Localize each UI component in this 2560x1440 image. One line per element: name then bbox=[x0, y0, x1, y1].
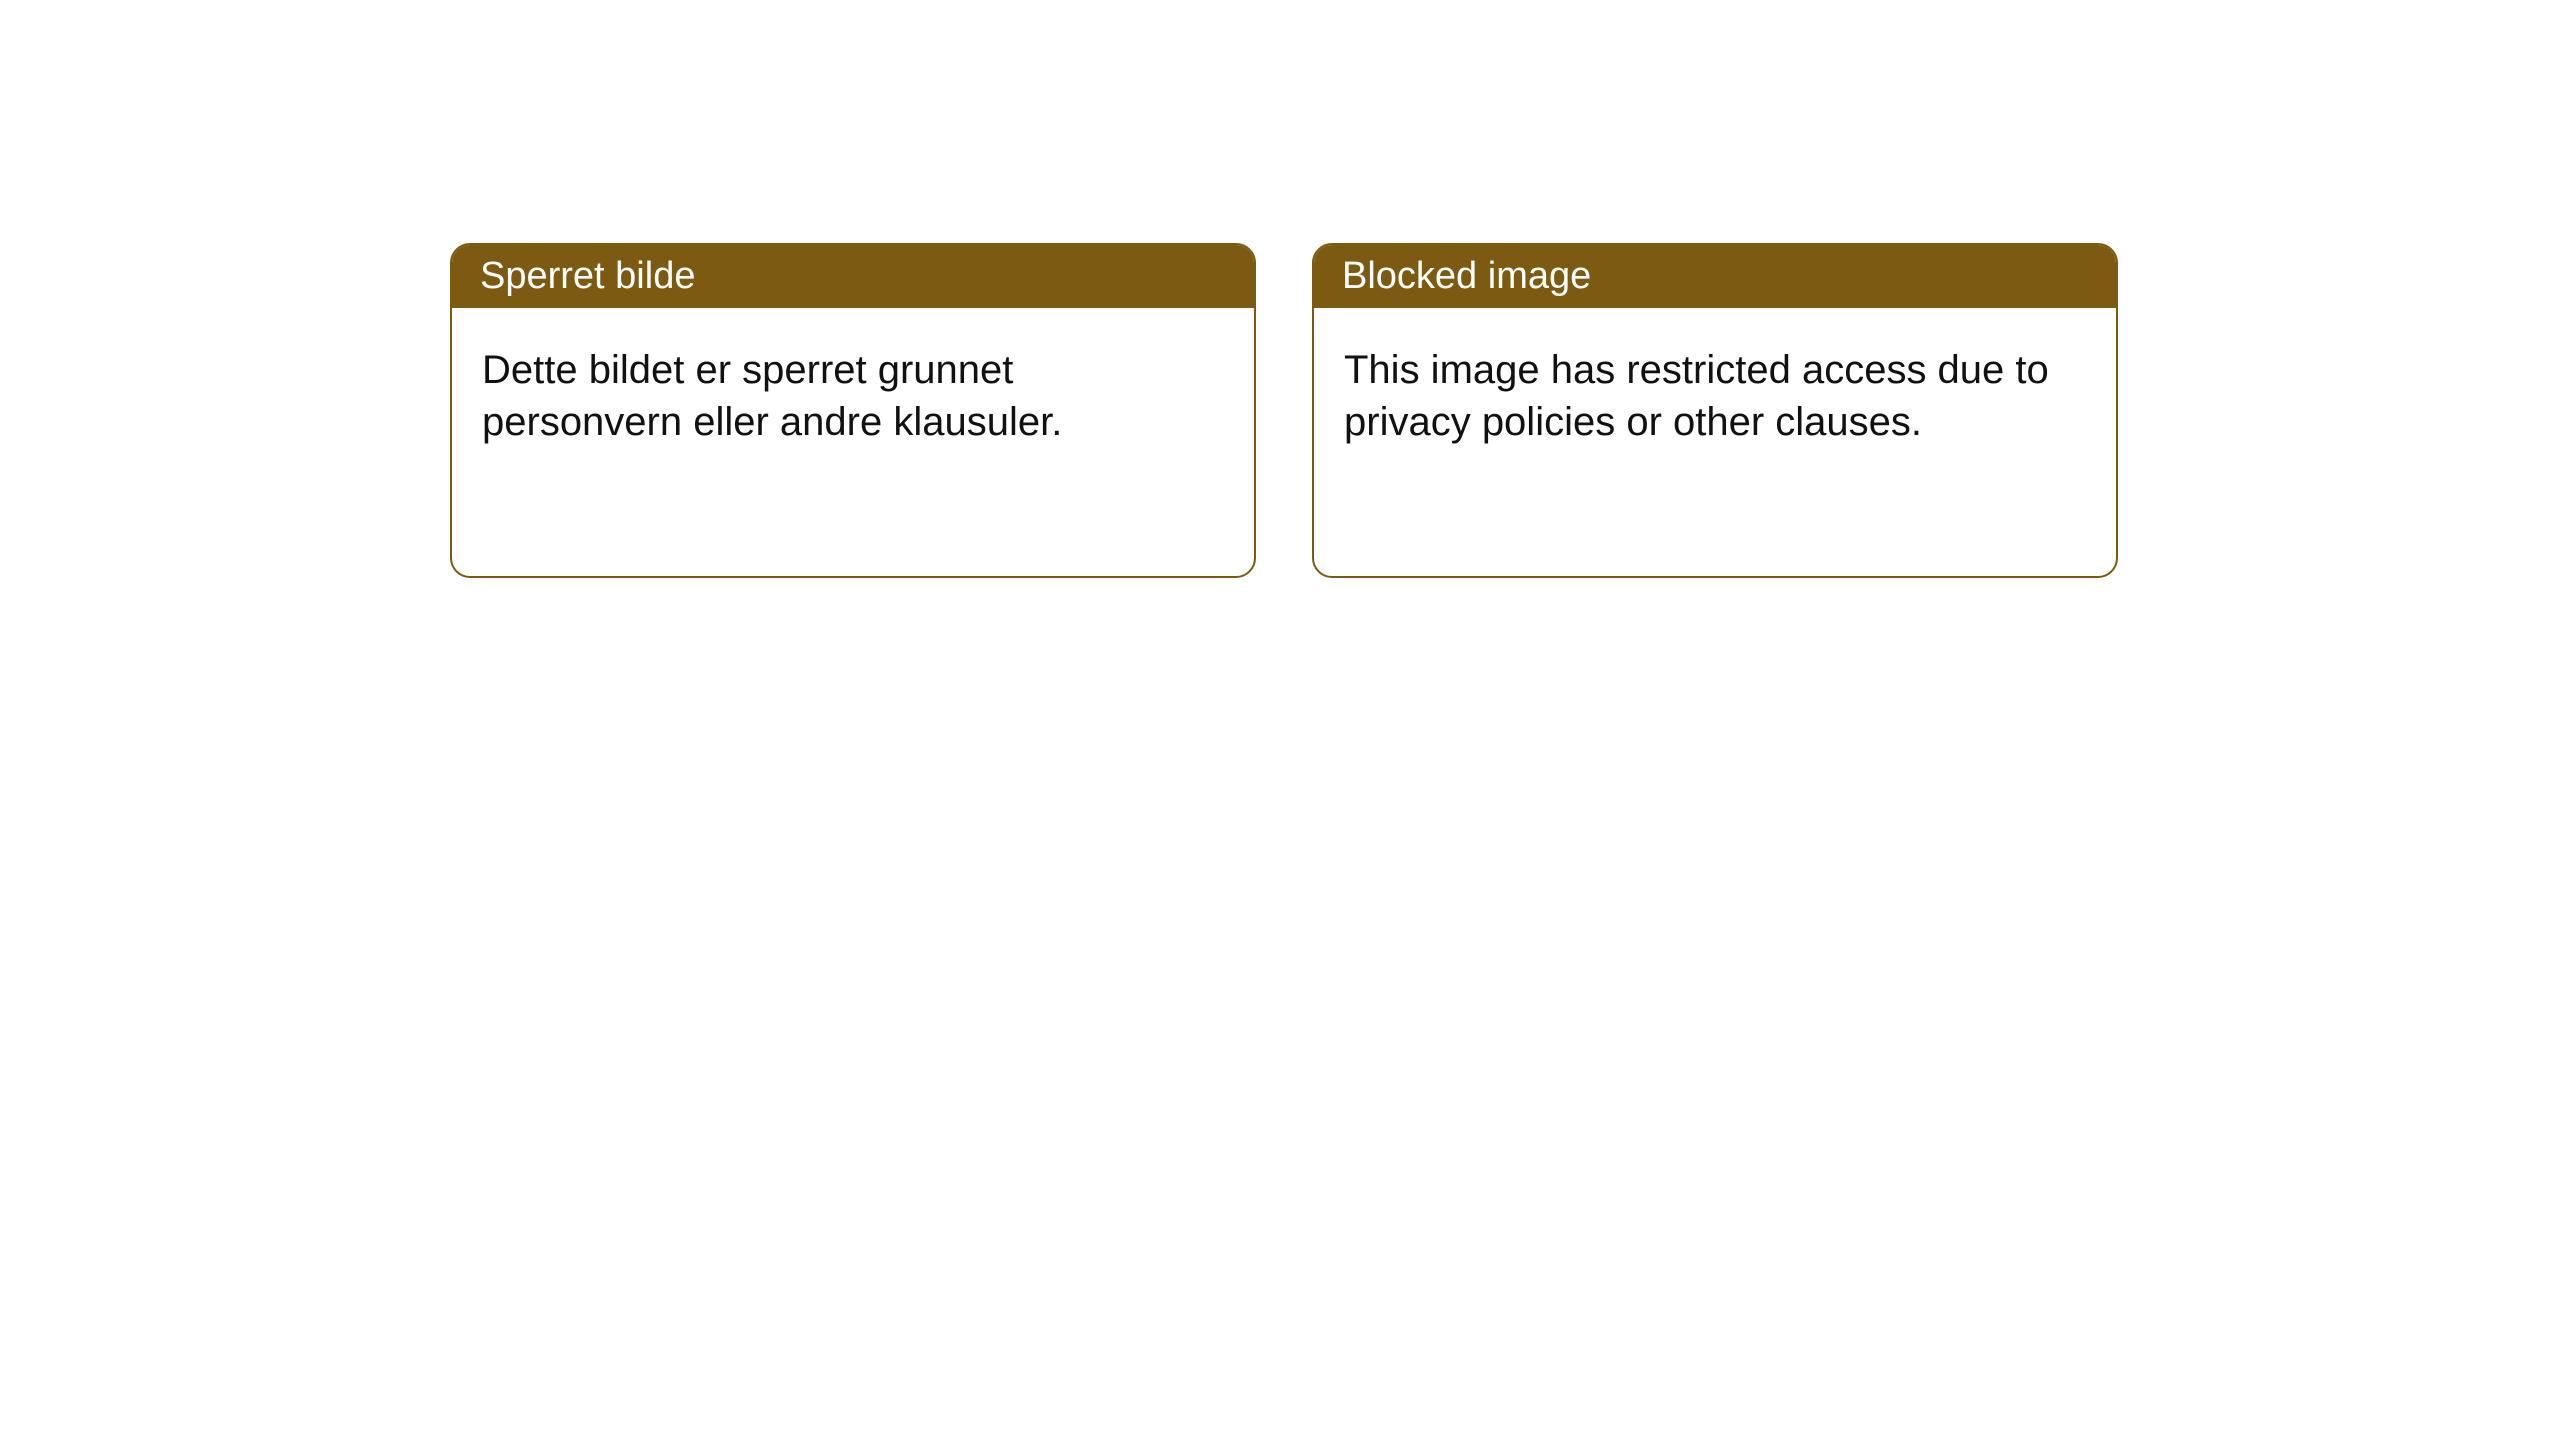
card-header: Sperret bilde bbox=[452, 245, 1254, 308]
card-body: This image has restricted access due to … bbox=[1314, 308, 2116, 484]
card-header-text: Blocked image bbox=[1342, 255, 1591, 297]
blocked-image-card-en: Blocked image This image has restricted … bbox=[1312, 243, 2118, 578]
blocked-image-card-no: Sperret bilde Dette bildet er sperret gr… bbox=[450, 243, 1256, 578]
card-header: Blocked image bbox=[1314, 245, 2116, 308]
card-container: Sperret bilde Dette bildet er sperret gr… bbox=[0, 0, 2560, 578]
card-body: Dette bildet er sperret grunnet personve… bbox=[452, 308, 1254, 484]
card-body-text: This image has restricted access due to … bbox=[1344, 348, 2049, 444]
card-header-text: Sperret bilde bbox=[480, 255, 695, 297]
card-body-text: Dette bildet er sperret grunnet personve… bbox=[482, 348, 1062, 444]
